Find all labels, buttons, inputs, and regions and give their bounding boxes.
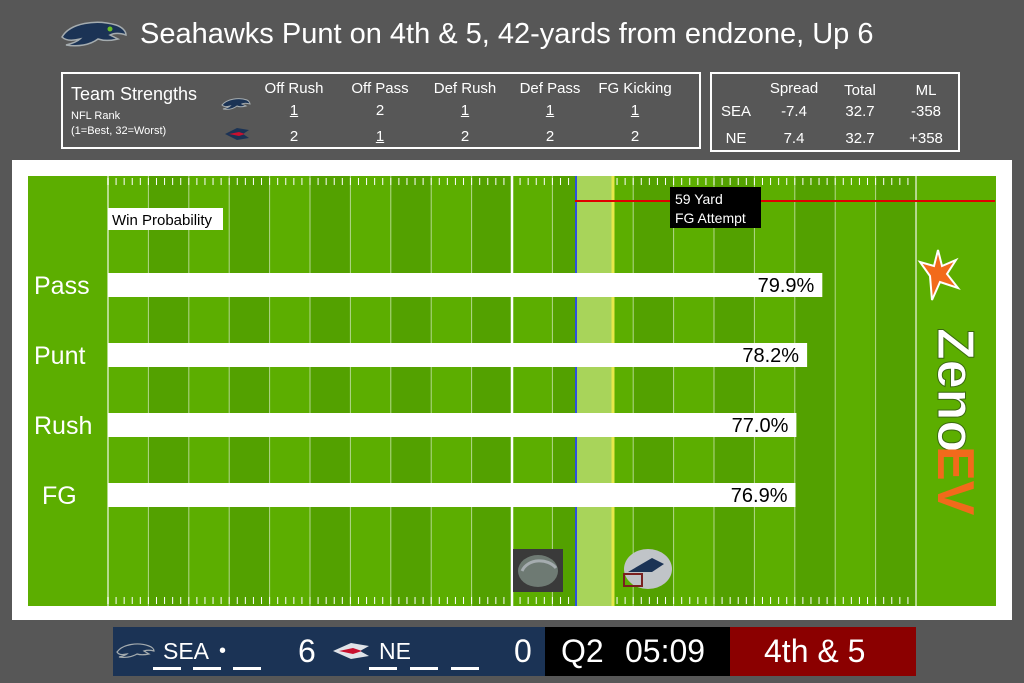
ne-def-pass: 2	[545, 128, 555, 145]
col-fg-kicking: FG Kicking	[598, 80, 672, 97]
turf-stripe	[390, 176, 432, 606]
away-score: 0	[514, 633, 532, 669]
sea-off-rush: 1	[289, 102, 299, 119]
turf-stripe	[471, 176, 512, 606]
field-panel: 59 Yard FG Attempt Win Probability Pass 7…	[12, 160, 1012, 620]
odds-sea-team: SEA	[720, 103, 751, 120]
bar-rush	[108, 413, 797, 437]
odds-col-spread: Spread	[769, 80, 819, 97]
strengths-subtitle: NFL Rank	[71, 110, 121, 122]
odds-col-total: Total	[844, 82, 876, 99]
down-distance: 4th & 5	[764, 633, 866, 669]
seahawks-small-icon	[221, 98, 251, 110]
turf-stripe	[633, 176, 674, 606]
win-probability-chart: 59 Yard FG Attempt Win Probability Pass 7…	[28, 176, 996, 606]
home-timeout-1	[153, 667, 181, 670]
value-label-punt: 78.2%	[742, 345, 799, 367]
ne-off-rush: 2	[289, 128, 299, 145]
seahawks-helmet-icon	[513, 549, 563, 592]
sea-def-pass: 1	[545, 102, 555, 119]
scoreboard-teams: SEA • 6 NE 0	[113, 627, 545, 676]
bars-layer: Pass 79.9% Punt 78.2% Rush 77.0% FG 76.9%	[34, 272, 823, 510]
home-score: 6	[298, 633, 316, 669]
win-prob-label-box	[108, 208, 223, 230]
scoreboard-down: 4th & 5	[730, 627, 916, 676]
category-label-punt: Punt	[34, 342, 85, 370]
home-timeout-2	[193, 667, 221, 670]
win-prob-label: Win Probability	[112, 212, 213, 229]
bar-fg	[108, 483, 796, 507]
odds-sea-spread: -7.4	[781, 103, 807, 120]
value-label-pass: 79.9%	[758, 275, 815, 297]
home-team-abbr: SEA	[163, 638, 210, 664]
fg-label-line2: FG Attempt	[675, 210, 746, 226]
scoreboard: SEA • 6 NE 0 Q2 05:09 4th & 5	[113, 627, 916, 676]
sea-fg-kicking: 1	[630, 102, 640, 119]
seahawks-logo-icon	[61, 21, 127, 47]
page-title: Seahawks Punt on 4th & 5, 42-yards from …	[140, 17, 874, 50]
away-timeout-3	[451, 667, 479, 670]
odds-ne-spread: 7.4	[783, 130, 805, 147]
patriots-scoreboard-icon	[333, 643, 369, 659]
game-clock: 05:09	[625, 633, 706, 669]
ne-off-pass: 1	[375, 128, 385, 145]
home-timeout-3	[233, 667, 261, 670]
page-header: Seahawks Punt on 4th & 5, 42-yards from …	[60, 14, 873, 54]
fg-label-box	[670, 187, 761, 228]
brand-text-ev: EV	[926, 446, 984, 516]
odds-sea-total: 32.7	[845, 103, 875, 120]
col-def-pass: Def Pass	[519, 80, 581, 97]
away-timeout-1	[369, 667, 397, 670]
zenoev-logo: Zeno EV	[917, 249, 985, 516]
value-label-fg: 76.9%	[731, 485, 788, 507]
field-turf	[28, 176, 996, 606]
quarter: Q2	[561, 633, 604, 669]
patriots-small-icon	[225, 128, 249, 140]
turf-stripe	[875, 176, 916, 606]
patriots-helmet-icon	[623, 549, 672, 589]
odds-ne-team: NE	[725, 130, 747, 147]
turf-stripe	[229, 176, 270, 606]
possession-marker: •	[219, 640, 227, 662]
category-label-pass: Pass	[34, 272, 90, 300]
strengths-legend: (1=Best, 32=Worst)	[71, 125, 167, 137]
odds-sea-ml: -358	[910, 103, 942, 120]
seahawks-scoreboard-icon	[116, 643, 155, 658]
first-down-zone	[577, 176, 613, 606]
turf-stripe	[794, 176, 836, 606]
category-label-fg: FG	[42, 482, 77, 510]
turf-stripe	[714, 176, 755, 606]
turf-stripe	[148, 176, 189, 606]
team-strengths-panel: Team Strengths NFL Rank (1=Best, 32=Wors…	[61, 72, 701, 149]
fg-label-line1: 59 Yard	[675, 191, 723, 207]
away-timeout-2	[410, 667, 438, 670]
sea-def-rush: 1	[460, 102, 470, 119]
turf-stripe	[310, 176, 351, 606]
away-team-abbr: NE	[379, 638, 411, 664]
ne-fg-kicking: 2	[630, 128, 640, 145]
strengths-title: Team Strengths	[71, 84, 198, 104]
value-label-rush: 77.0%	[732, 415, 789, 437]
brand-text-zeno: Zeno	[926, 328, 984, 452]
odds-ne-total: 32.7	[845, 130, 875, 147]
betting-odds-panel: Spread Total ML SEA -7.4 32.7 -358 NE 7.…	[710, 72, 960, 152]
col-off-pass: Off Pass	[351, 80, 409, 97]
ne-def-rush: 2	[460, 128, 470, 145]
col-off-rush: Off Rush	[264, 80, 324, 97]
scoreboard-clock: Q2 05:09	[545, 627, 730, 676]
col-def-rush: Def Rush	[433, 80, 497, 97]
bar-punt	[108, 343, 808, 367]
odds-ne-ml: +358	[909, 130, 943, 147]
category-label-rush: Rush	[34, 412, 92, 440]
sea-off-pass: 2	[375, 102, 385, 119]
bar-pass	[108, 273, 823, 297]
odds-col-ml: ML	[915, 82, 937, 99]
